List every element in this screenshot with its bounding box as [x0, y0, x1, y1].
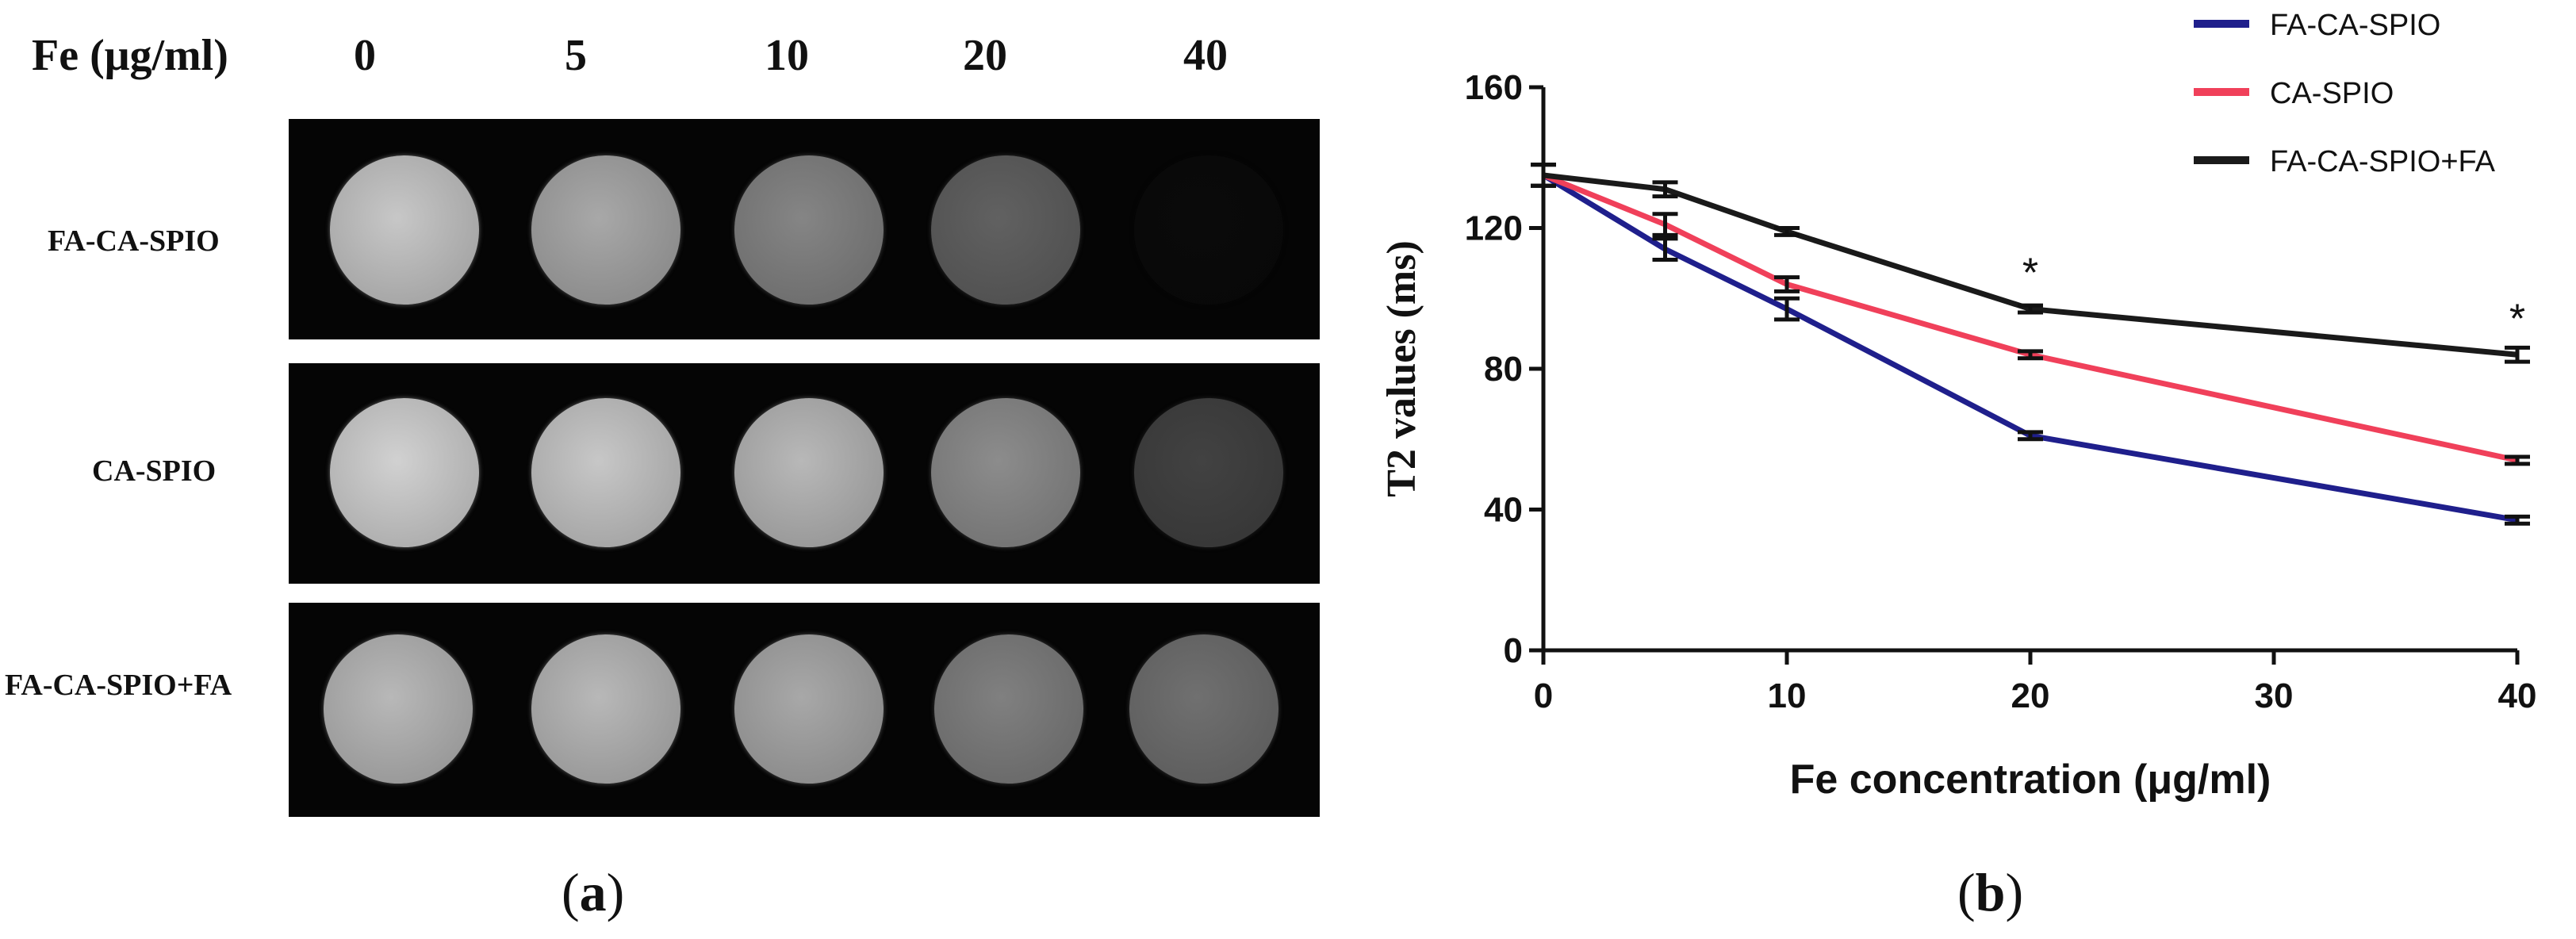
data-point-fa-ca-spio-40	[2505, 514, 2530, 526]
legend-label-fa-ca-spio: FA-CA-SPIO	[2270, 9, 2440, 42]
series-line-ca-spio	[1542, 172, 2518, 463]
figure-label-a: (a)	[562, 861, 624, 924]
concentration-label-40: 40	[1183, 31, 1228, 80]
mri-phantom-fa-ca-spio-10	[734, 155, 884, 305]
figure-label-a-open: (	[562, 862, 580, 922]
data-point-ca-spio-5	[1652, 212, 1678, 237]
concentration-label-20: 20	[963, 31, 1007, 80]
x-tick-label-30: 30	[2255, 676, 2294, 715]
row-label-fa-ca-spio-fa: FA-CA-SPIO+FA	[5, 669, 232, 702]
row-label-fa-ca-spio: FA-CA-SPIO	[48, 224, 220, 258]
mri-phantom-fa-ca-spio-fa-5	[531, 634, 680, 784]
y-tick-label-120: 120	[1465, 209, 1523, 248]
concentration-label-5: 5	[565, 31, 587, 80]
mri-phantom-fa-ca-spio-fa-20	[934, 634, 1083, 784]
data-point-fa-ca-spio-fa-5	[1652, 180, 1678, 199]
y-tick-label-80: 80	[1484, 350, 1523, 389]
data-point-fa-ca-spio-fa-20	[2018, 303, 2043, 315]
mri-phantom-fa-ca-spio-fa-10	[734, 634, 884, 784]
figure-label-b: (b)	[1957, 861, 2023, 924]
series-line-fa-ca-spio	[1542, 172, 2518, 523]
data-point-ca-spio-40	[2505, 454, 2530, 466]
x-tick-label-20: 20	[2011, 676, 2050, 715]
significance-marker-1: *	[2509, 296, 2525, 342]
row-label-ca-spio: CA-SPIO	[92, 454, 217, 488]
mri-phantom-fa-ca-spio-40	[1134, 155, 1283, 305]
t2-chart-panel: 0 40 80 120 160 0 10 20 30 40 Fe concentration (μg…	[1348, 0, 2576, 939]
data-point-fa-ca-spio-10	[1774, 296, 1800, 322]
mri-phantom-fa-ca-spio-20	[931, 155, 1080, 305]
t2-line-chart: 0 40 80 120 160 0 10 20 30 40 Fe concentration (μg…	[1379, 9, 2537, 803]
legend-label-ca-spio: CA-SPIO	[2270, 77, 2394, 110]
mri-phantom-ca-spio-0	[330, 398, 479, 547]
concentration-label-0: 0	[354, 31, 376, 80]
figure-label-b-letter: b	[1975, 862, 2006, 922]
data-point-ca-spio-20	[2018, 349, 2043, 361]
figure-label-a-close: )	[606, 862, 625, 922]
mri-phantom-ca-spio-10	[734, 398, 884, 547]
mri-panel: Fe (μg/ml) 0 5 10 20 40 FA-CA-SPIO CA-SP…	[5, 31, 1320, 924]
figure-label-b-open: (	[1957, 862, 1976, 922]
x-tick-label-10: 10	[1768, 676, 1807, 715]
mri-phantom-ca-spio-5	[531, 398, 680, 547]
x-tick-label-40: 40	[2498, 676, 2537, 715]
data-point-fa-ca-spio-5	[1652, 236, 1678, 262]
mri-phantom-ca-spio-20	[931, 398, 1080, 547]
concentration-label-10: 10	[765, 31, 809, 80]
y-tick-label-0: 0	[1504, 631, 1523, 670]
mri-strip-fa-ca-spio	[289, 119, 1320, 339]
mri-strip-fa-ca-spio-fa	[289, 603, 1320, 817]
mri-phantom-ca-spio-40	[1134, 398, 1283, 547]
data-point-fa-ca-spio-fa-40	[2505, 345, 2530, 364]
figure-label-b-close: )	[2005, 862, 2024, 922]
mri-strip-ca-spio	[289, 363, 1320, 584]
data-point-fa-ca-spio-fa-0	[1531, 163, 1556, 188]
mri-phantom-fa-ca-spio-5	[531, 155, 680, 305]
mri-phantom-fa-ca-spio-fa-0	[324, 634, 473, 784]
y-tick-label-40: 40	[1484, 491, 1523, 530]
y-tick-label-160: 160	[1465, 68, 1523, 107]
data-point-fa-ca-spio-fa-10	[1774, 226, 1800, 237]
significance-marker-0: *	[2022, 251, 2038, 297]
mri-phantom-fa-ca-spio-0	[330, 155, 479, 305]
data-point-ca-spio-10	[1774, 275, 1800, 293]
mri-phantom-fa-ca-spio-fa-40	[1129, 634, 1278, 784]
legend-label-fa-ca-spio-fa: FA-CA-SPIO+FA	[2270, 145, 2496, 178]
y-axis-title: T2 values (ms)	[1379, 240, 1424, 497]
x-axis-title: Fe concentration (μg/ml)	[1790, 757, 2271, 803]
data-point-fa-ca-spio-20	[2018, 430, 2043, 442]
x-tick-label-0: 0	[1534, 676, 1553, 715]
figure-label-a-letter: a	[579, 862, 607, 922]
fe-concentration-header: Fe (μg/ml)	[32, 31, 228, 80]
